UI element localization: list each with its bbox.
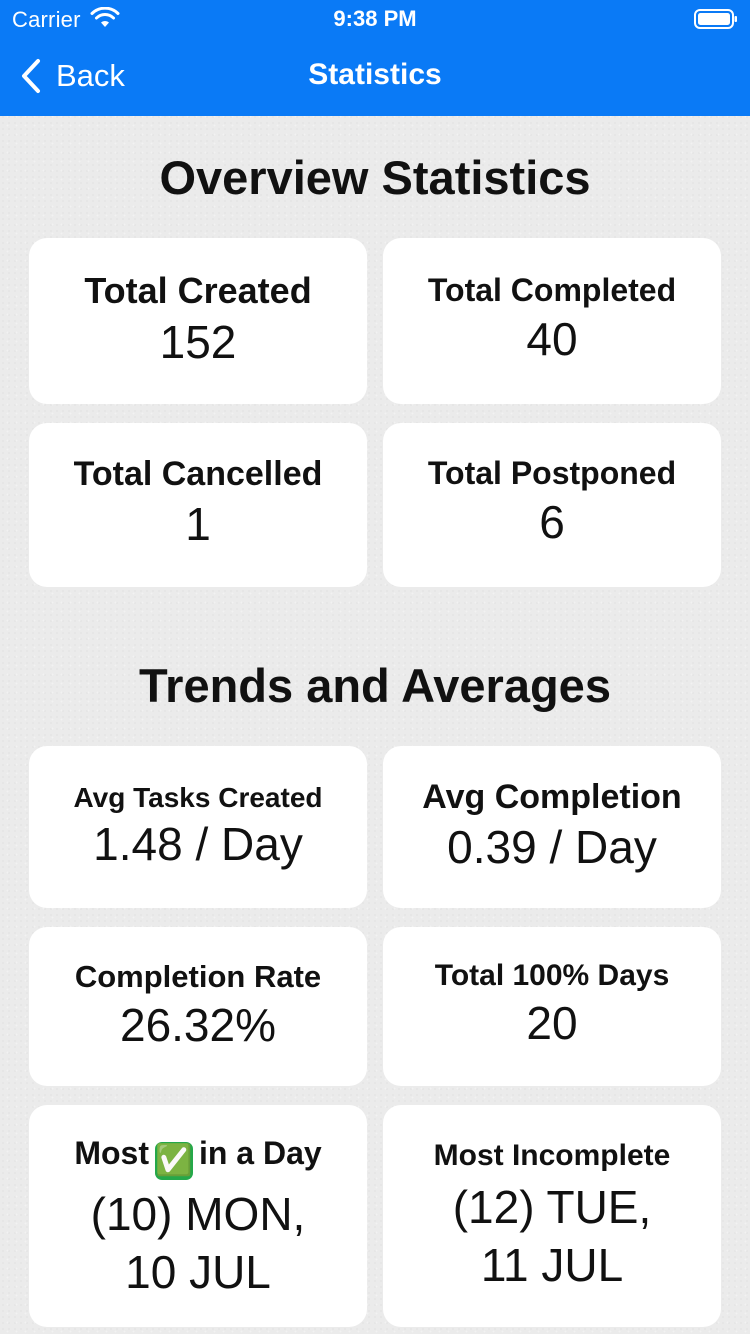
overview-section-title: Overview Statistics bbox=[159, 151, 591, 204]
stat-card-value: 40 bbox=[526, 313, 578, 365]
trends-section-title: Trends and Averages bbox=[139, 659, 611, 712]
stat-card-title: Total Cancelled bbox=[73, 455, 323, 493]
stat-card-value: 0.39 / Day bbox=[447, 821, 657, 873]
battery-icon bbox=[694, 9, 737, 29]
page-title: Statistics bbox=[308, 58, 442, 91]
stat-card-title: Total Created bbox=[84, 270, 312, 311]
value-line-1: (12) TUE, bbox=[452, 1181, 652, 1233]
stat-card-value: 152 bbox=[159, 316, 237, 368]
stat-card-title: Avg Tasks Created bbox=[73, 782, 323, 813]
title-prefix: Most bbox=[74, 1135, 149, 1171]
stat-card-value: 26.32% bbox=[119, 999, 276, 1051]
stat-card-total-created: Total Created 152 bbox=[29, 238, 367, 404]
navigation-bar: Back Statistics bbox=[0, 40, 750, 116]
stat-card-total-postponed: Total Postponed 6 bbox=[383, 423, 721, 587]
value-line-2: 10 JUL bbox=[125, 1245, 271, 1298]
chevron-left-icon bbox=[22, 59, 40, 93]
status-bar: Carrier 9:38 PM bbox=[0, 0, 750, 40]
stat-card-value: 1.48 / Day bbox=[93, 818, 303, 870]
checkmark-icon: ✅ bbox=[154, 1142, 193, 1180]
stat-card-title: Total 100% Days bbox=[434, 959, 670, 992]
stat-card-title: Total Postponed bbox=[427, 455, 677, 491]
stat-card-title: Most Incomplete bbox=[433, 1139, 671, 1172]
stat-card-title: Avg Completion bbox=[422, 778, 682, 816]
stat-card-total-cancelled: Total Cancelled 1 bbox=[29, 423, 367, 587]
stat-card-value: 20 bbox=[526, 997, 578, 1049]
stat-card-value: (12) TUE, 11 JUL bbox=[383, 1179, 721, 1295]
wifi-icon bbox=[90, 7, 120, 27]
stat-card-title: Most ✅ in a Day bbox=[29, 1135, 367, 1180]
stat-card-total-100-days: Total 100% Days 20 bbox=[383, 927, 721, 1086]
stat-card-value: 1 bbox=[185, 498, 211, 550]
stat-card-total-completed: Total Completed 40 bbox=[383, 238, 721, 404]
value-line-1: (10) MON, bbox=[90, 1188, 306, 1240]
top-bar: Carrier 9:38 PM Back Statistics bbox=[0, 0, 750, 116]
stat-card-value: 6 bbox=[539, 496, 565, 548]
stat-card-completion-rate: Completion Rate 26.32% bbox=[29, 927, 367, 1086]
back-button[interactable]: Back bbox=[20, 56, 125, 96]
stat-card-avg-tasks-created: Avg Tasks Created 1.48 / Day bbox=[29, 746, 367, 908]
stat-card-title: Total Completed bbox=[427, 272, 677, 308]
back-label: Back bbox=[56, 58, 125, 93]
stat-card-title: Completion Rate bbox=[74, 959, 322, 994]
value-line-2: 11 JUL bbox=[480, 1238, 624, 1291]
title-suffix: in a Day bbox=[198, 1135, 322, 1171]
stat-card-most-incomplete: Most Incomplete (12) TUE, 11 JUL bbox=[383, 1105, 721, 1327]
status-time: 9:38 PM bbox=[333, 6, 417, 31]
stat-card-value: (10) MON, 10 JUL bbox=[29, 1186, 367, 1302]
stat-card-most-completed-day: Most ✅ in a Day (10) MON, 10 JUL bbox=[29, 1105, 367, 1327]
carrier-label: Carrier bbox=[12, 7, 81, 32]
stat-card-avg-completion: Avg Completion 0.39 / Day bbox=[383, 746, 721, 908]
